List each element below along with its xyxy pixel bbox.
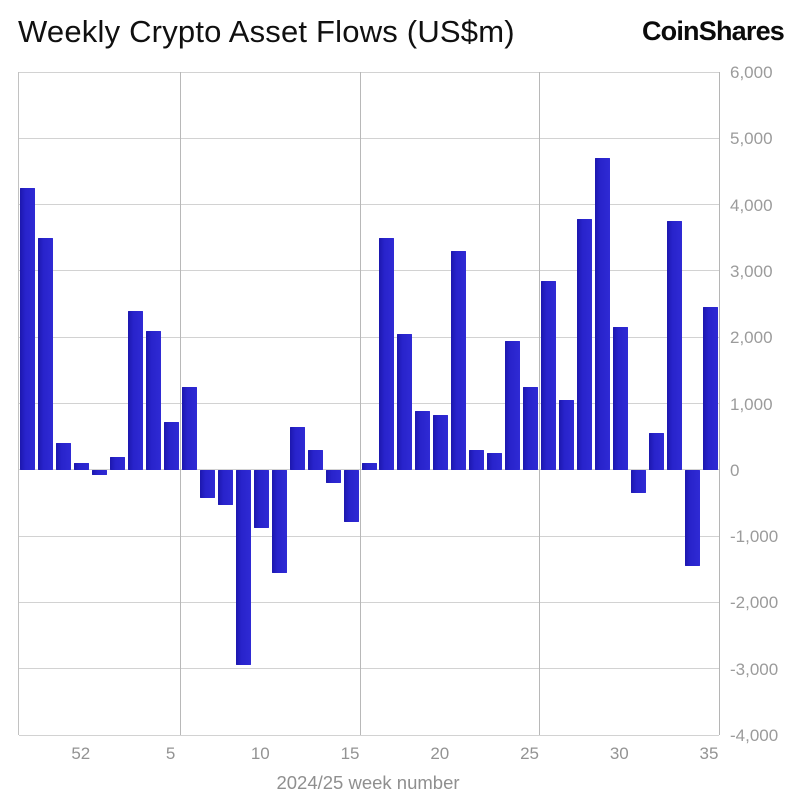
- bar-week-19: [415, 411, 431, 470]
- bar-week-50: [38, 237, 54, 470]
- bar-week-33: [666, 221, 682, 470]
- bar-week-2: [110, 456, 126, 470]
- y-tick-label: 4,000: [730, 195, 773, 215]
- y-tick-label: 1,000: [730, 394, 773, 414]
- y-tick-label: 2,000: [730, 328, 773, 348]
- v-gridline: [180, 72, 182, 735]
- y-tick-label: 5,000: [730, 129, 773, 149]
- h-gridline: [19, 535, 719, 537]
- coinshares-logo: CoinShares: [641, 16, 785, 46]
- h-gridline: [19, 71, 719, 73]
- h-gridline: [19, 403, 719, 404]
- x-tick-label: 25: [520, 744, 539, 763]
- x-tick-label: 5: [165, 744, 176, 763]
- plot-area: [18, 71, 720, 736]
- v-gridline: [359, 72, 361, 735]
- bar-week-32: [648, 433, 664, 470]
- bar-week-34: [684, 469, 700, 566]
- bar-week-11: [271, 469, 287, 574]
- bar-week-1: [92, 469, 108, 475]
- bar-week-5: [164, 422, 180, 470]
- bar-week-10: [253, 469, 269, 529]
- x-tick-label: 52: [71, 744, 91, 763]
- bar-week-16: [361, 463, 377, 470]
- x-tick-label: 15: [340, 744, 360, 763]
- y-tick-label: 6,000: [730, 63, 773, 82]
- bar-week-52: [74, 463, 90, 470]
- h-gridline: [19, 137, 719, 139]
- bar-week-30: [612, 327, 628, 470]
- bar-week-20: [433, 415, 449, 470]
- bar-week-23: [487, 453, 503, 470]
- bar-week-22: [469, 449, 485, 470]
- bar-week-18: [397, 333, 413, 470]
- h-gridline: [19, 734, 719, 736]
- h-gridline: [19, 204, 719, 206]
- bar-week-31: [630, 469, 646, 493]
- h-gridline: [19, 469, 719, 471]
- bar-week-26: [540, 280, 556, 470]
- bar-week-27: [558, 400, 574, 470]
- bar-week-15: [343, 469, 359, 522]
- bar-week-8: [217, 469, 233, 505]
- x-tick-label: 20: [430, 744, 450, 763]
- y-tick-label: -4,000: [730, 726, 779, 745]
- y-tick-label: 3,000: [730, 261, 773, 281]
- x-tick-label: 30: [609, 744, 629, 763]
- x-axis-title: 2024/25 week number: [276, 772, 460, 793]
- bar-week-51: [56, 443, 72, 470]
- bar-week-21: [451, 251, 467, 470]
- y-tick-label: -1,000: [730, 527, 779, 547]
- bar-week-49: [20, 188, 36, 470]
- h-gridline: [19, 601, 719, 603]
- y-tick-label: -2,000: [730, 593, 779, 613]
- h-gridline: [19, 668, 719, 670]
- bar-week-6: [182, 386, 197, 470]
- bar-week-14: [325, 469, 341, 484]
- x-tick-label: 10: [250, 744, 270, 763]
- y-tick-label: 0: [730, 460, 740, 480]
- bar-week-9: [235, 469, 251, 666]
- bar-week-24: [505, 340, 521, 470]
- bar-week-28: [576, 219, 592, 470]
- x-tick-label: 35: [699, 744, 719, 763]
- bar-week-25: [523, 386, 539, 470]
- page-title: Weekly Crypto Asset Flows (US$m): [18, 14, 515, 49]
- y-tick-label: -3,000: [730, 659, 779, 679]
- bar-week-13: [307, 449, 323, 470]
- bar-week-17: [379, 237, 395, 470]
- bar-week-12: [289, 426, 305, 470]
- h-gridline: [19, 336, 719, 338]
- bar-week-29: [594, 158, 610, 470]
- bar-week-4: [146, 330, 162, 470]
- v-gridline: [539, 72, 540, 735]
- bar-week-3: [128, 310, 144, 470]
- h-gridline: [19, 270, 719, 272]
- bar-week-7: [199, 469, 215, 499]
- bar-week-35: [702, 307, 718, 470]
